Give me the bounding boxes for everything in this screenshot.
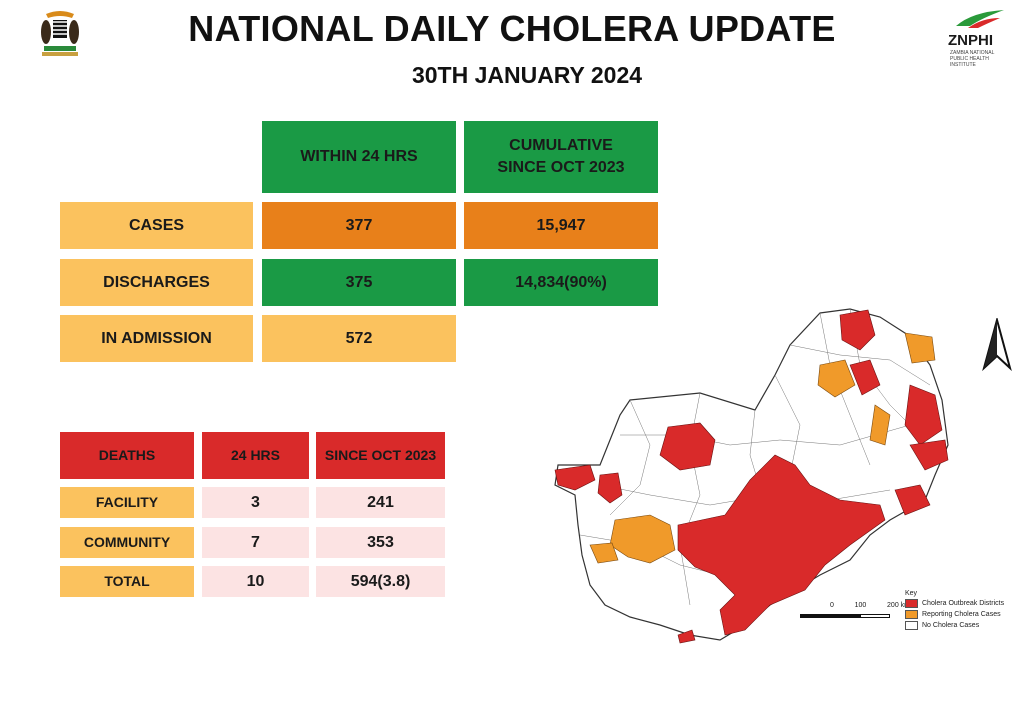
legend-swatch-outbreak	[905, 599, 918, 608]
deaths-community-24hrs: 7	[202, 527, 309, 558]
legend-title: Key	[905, 590, 918, 597]
scale-label-100: 100	[854, 602, 867, 609]
legend-item-outbreak: Cholera Outbreak Districts	[905, 599, 1004, 608]
north-arrow-icon	[982, 318, 1012, 372]
legend-item-reporting: Reporting Cholera Cases	[905, 610, 1004, 619]
discharges-within-24hrs: 375	[262, 259, 456, 306]
deaths-facility-24hrs: 3	[202, 487, 309, 518]
map-legend: Key Cholera Outbreak Districts Reporting…	[905, 590, 1004, 630]
map-scale-bar: 0 100 200 km	[800, 602, 910, 624]
discharges-cumulative: 14,834(90%)	[464, 259, 658, 306]
row-label-in-admission: IN ADMISSION	[60, 315, 253, 362]
legend-label-no-cases: No Cholera Cases	[922, 622, 980, 629]
report-date: 30TH JANUARY 2024	[411, 62, 643, 88]
deaths-community-since: 353	[316, 527, 445, 558]
legend-item-no-cases: No Cholera Cases	[905, 621, 1004, 630]
legend-label-reporting: Reporting Cholera Cases	[922, 611, 1001, 618]
deaths-label-total: TOTAL	[60, 566, 194, 597]
deaths-label-facility: FACILITY	[60, 487, 194, 518]
page-title: NATIONAL DAILY CHOLERA UPDATE	[188, 8, 836, 49]
header-within-24hrs: WITHIN 24 HRS	[262, 121, 456, 193]
scale-label-200: 200 km	[887, 602, 910, 609]
znphi-logo: ZNPHI ZAMBIA NATIONAL PUBLIC HEALTH INST…	[948, 8, 1012, 68]
scale-label-0: 0	[830, 602, 834, 609]
znphi-logo-text: ZNPHI	[948, 32, 993, 49]
deaths-total-24hrs: 10	[202, 566, 309, 597]
legend-swatch-no-cases	[905, 621, 918, 630]
row-label-cases: CASES	[60, 202, 253, 249]
legend-swatch-reporting	[905, 610, 918, 619]
znphi-logo-subtext: ZAMBIA NATIONAL PUBLIC HEALTH INSTITUTE	[950, 50, 995, 68]
cases-within-24hrs: 377	[262, 202, 456, 249]
deaths-label-community: COMMUNITY	[60, 527, 194, 558]
deaths-header-24hrs: 24 HRS	[202, 432, 309, 479]
header-cumulative: CUMULATIVE SINCE OCT 2023	[464, 121, 658, 193]
deaths-header-since: SINCE OCT 2023	[316, 432, 445, 479]
coat-of-arms-logo	[36, 8, 84, 58]
row-label-discharges: DISCHARGES	[60, 259, 253, 306]
in-admission-within-24hrs: 572	[262, 315, 456, 362]
legend-label-outbreak: Cholera Outbreak Districts	[922, 600, 1005, 607]
deaths-header-label: DEATHS	[60, 432, 194, 479]
zambia-district-map	[554, 308, 949, 644]
deaths-facility-since: 241	[316, 487, 445, 518]
deaths-total-since: 594(3.8)	[316, 566, 445, 597]
cases-cumulative: 15,947	[464, 202, 658, 249]
